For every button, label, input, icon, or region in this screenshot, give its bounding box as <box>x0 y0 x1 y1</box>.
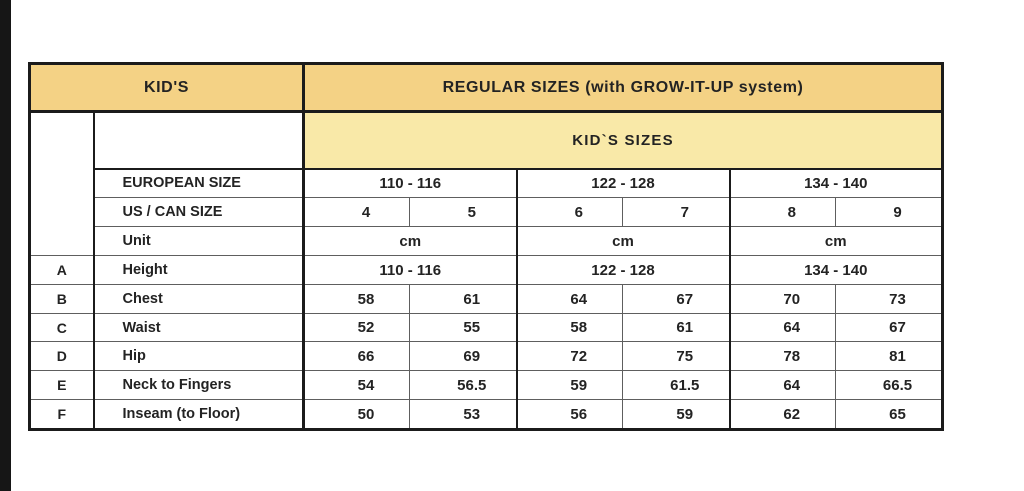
row-letter: D <box>29 341 95 371</box>
header-row: KID'S REGULAR SIZES (with GROW-IT-UP sys… <box>29 63 944 113</box>
unit-value: cm <box>728 226 944 256</box>
measurement-row-chest: B Chest 58 61 64 67 70 73 <box>29 284 944 314</box>
measurement-row-inseam: F Inseam (to Floor) 50 53 56 59 62 65 <box>29 399 944 430</box>
measurement-value: 69 <box>409 341 518 371</box>
measurement-row-height: A Height 110 - 116 122 - 128 134 - 140 <box>29 255 944 285</box>
us-can-size-value: 8 <box>729 197 836 227</box>
measurement-value: 67 <box>622 284 731 314</box>
measurement-label: Hip <box>93 341 305 371</box>
european-size-value: 134 - 140 <box>728 168 944 198</box>
unit-label: Unit <box>93 226 305 256</box>
unit-value: cm <box>303 226 518 256</box>
measurement-label: Inseam (to Floor) <box>93 399 305 430</box>
label-column-spacer-cell <box>93 111 305 170</box>
measurement-value: 53 <box>409 399 518 430</box>
measurement-value: 81 <box>834 341 944 371</box>
european-size-value: 122 - 128 <box>516 168 731 198</box>
measurement-value: 70 <box>729 284 836 314</box>
measurement-label: Waist <box>93 313 305 342</box>
letter-column-spacer-cell <box>29 111 95 256</box>
measurement-value: 61.5 <box>622 370 731 400</box>
measurement-value: 73 <box>834 284 944 314</box>
measurement-value: 67 <box>834 313 944 342</box>
measurement-value: 134 - 140 <box>728 255 944 285</box>
measurement-value: 58 <box>303 284 410 314</box>
row-letter: F <box>29 399 95 430</box>
unit-row: Unit cm cm cm <box>30 226 944 256</box>
us-can-size-label: US / CAN SIZE <box>93 197 305 227</box>
us-can-size-row: US / CAN SIZE 4 5 6 7 8 9 <box>30 197 944 227</box>
subheader-row: KID`S SIZES <box>29 111 944 256</box>
measurement-label: Neck to Fingers <box>93 370 305 400</box>
measurement-value: 61 <box>622 313 731 342</box>
measurement-value: 59 <box>516 370 623 400</box>
row-letter: E <box>29 370 95 400</box>
measurement-value: 58 <box>516 313 623 342</box>
measurement-value: 66.5 <box>834 370 944 400</box>
measurement-value: 62 <box>729 399 836 430</box>
european-size-row: EUROPEAN SIZE 110 - 116 122 - 128 134 - … <box>30 168 944 198</box>
us-can-size-value: 6 <box>516 197 623 227</box>
size-chart-table: KID'S REGULAR SIZES (with GROW-IT-UP sys… <box>28 62 945 431</box>
us-can-size-value: 4 <box>303 197 410 227</box>
measurement-value: 50 <box>303 399 410 430</box>
row-letter: C <box>29 313 95 342</box>
kids-header-cell: KID'S <box>29 63 305 113</box>
left-black-bar <box>0 0 11 491</box>
measurement-value: 59 <box>622 399 731 430</box>
measurement-value: 78 <box>729 341 836 371</box>
measurement-label: Height <box>93 255 305 285</box>
measurement-row-waist: C Waist 52 55 58 61 64 67 <box>29 313 944 342</box>
us-can-size-value: 5 <box>409 197 518 227</box>
measurement-value: 54 <box>303 370 410 400</box>
measurement-value: 65 <box>834 399 944 430</box>
regular-sizes-header-cell: REGULAR SIZES (with GROW-IT-UP system) <box>302 63 944 113</box>
measurement-value: 122 - 128 <box>516 255 731 285</box>
measurement-value: 61 <box>409 284 518 314</box>
row-letter: B <box>29 284 95 314</box>
measurement-value: 52 <box>303 313 410 342</box>
measurement-value: 64 <box>729 313 836 342</box>
us-can-size-value: 9 <box>834 197 944 227</box>
measurement-value: 56 <box>516 399 623 430</box>
measurement-value: 66 <box>303 341 410 371</box>
us-can-size-value: 7 <box>622 197 731 227</box>
measurement-value: 110 - 116 <box>303 255 518 285</box>
measurement-value: 64 <box>729 370 836 400</box>
measurement-value: 55 <box>409 313 518 342</box>
measurement-row-hip: D Hip 66 69 72 75 78 81 <box>29 341 944 371</box>
kids-sizes-subheader-cell: KID`S SIZES <box>302 111 944 170</box>
measurement-value: 75 <box>622 341 731 371</box>
measurement-value: 64 <box>516 284 623 314</box>
measurement-label: Chest <box>93 284 305 314</box>
row-letter: A <box>29 255 95 285</box>
european-size-value: 110 - 116 <box>303 168 518 198</box>
measurement-row-neck-to-fingers: E Neck to Fingers 54 56.5 59 61.5 64 66.… <box>29 370 944 400</box>
measurement-value: 56.5 <box>409 370 518 400</box>
european-size-label: EUROPEAN SIZE <box>93 168 305 198</box>
unit-value: cm <box>516 226 731 256</box>
measurement-value: 72 <box>516 341 623 371</box>
